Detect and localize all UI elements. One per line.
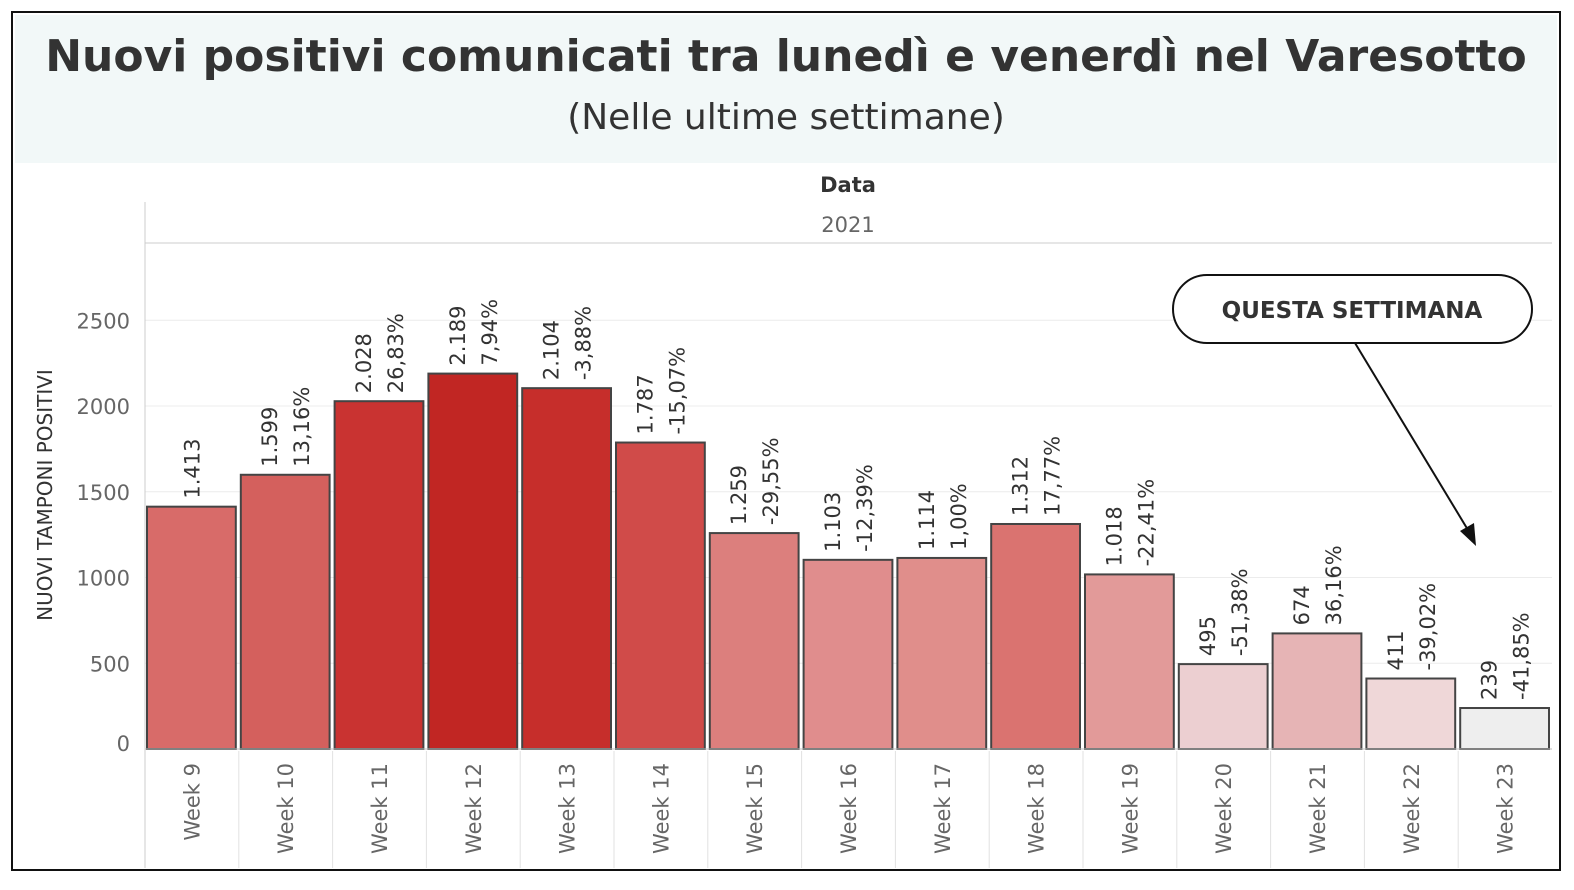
bar — [802, 558, 894, 751]
value-label: 1.413 — [180, 439, 204, 499]
y-tick-label: 2500 — [77, 309, 130, 333]
data-labels: 1.413 1.599 13,16% 2.028 26,83% 2.189 7,94% 2.1… — [180, 299, 1533, 700]
bar — [1084, 573, 1175, 751]
bar — [615, 441, 706, 750]
x-tick-label: Week 17 — [931, 763, 955, 854]
annotation-text: QUESTA SETTIMANA — [1222, 298, 1483, 324]
change-label: -39,02% — [1416, 583, 1440, 671]
annotation-arrow-line — [1354, 342, 1469, 531]
change-label: 36,16% — [1322, 545, 1346, 625]
bar — [427, 372, 519, 750]
bar — [896, 556, 988, 750]
change-label: 13,16% — [290, 387, 314, 467]
x-tick-label: Week 10 — [274, 763, 298, 854]
change-label: -41,85% — [1510, 612, 1534, 700]
x-tick-label: Week 19 — [1118, 763, 1142, 854]
annotation: QUESTA SETTIMANA — [1172, 274, 1533, 546]
value-label: 1.114 — [915, 490, 939, 550]
value-label: 1.103 — [821, 492, 845, 552]
change-label: 26,83% — [384, 313, 408, 393]
bar — [1459, 707, 1550, 750]
change-label: 7,94% — [478, 299, 502, 366]
y-tick-label: 1000 — [77, 567, 130, 591]
bar — [990, 522, 1082, 750]
value-label: 411 — [1384, 630, 1408, 670]
x-tick-label: Week 13 — [556, 763, 580, 854]
bar — [239, 473, 331, 750]
value-label: 1.259 — [727, 465, 751, 525]
change-label: -22,41% — [1134, 479, 1158, 567]
bar — [521, 387, 613, 750]
x-tick-label: Week 15 — [743, 763, 767, 854]
chart-title: Nuovi positivi comunicati tra lunedì e v… — [45, 31, 1527, 82]
bar — [333, 400, 425, 750]
bar — [1177, 663, 1269, 750]
bar — [146, 505, 237, 750]
bar — [1271, 632, 1363, 750]
value-label: 495 — [1196, 616, 1220, 656]
x-tick-label: Week 12 — [462, 763, 486, 854]
y-tick-label: 2000 — [77, 395, 130, 419]
x-tick-label: Week 14 — [649, 763, 673, 854]
y-tick-label: 500 — [90, 652, 130, 676]
value-label: 239 — [1478, 660, 1502, 700]
chart-header: Nuovi positivi comunicati tra lunedì e v… — [15, 15, 1557, 163]
chart-subtitle: (Nelle ultime settimane) — [567, 97, 1005, 138]
y-axis-ticks: 0 500 1000 1500 2000 2500 — [77, 309, 130, 756]
value-label: 2.028 — [352, 333, 376, 393]
y-axis-label: NUOVI TAMPONI POSITIVI — [33, 369, 57, 621]
value-label: 1.599 — [258, 407, 282, 467]
x-tick-label: Week 20 — [1212, 763, 1236, 854]
annotation-arrow-head — [1460, 523, 1476, 546]
y-tick-label: 1500 — [77, 481, 130, 505]
change-label: -15,07% — [665, 347, 689, 435]
value-label: 1.018 — [1102, 506, 1126, 566]
change-label: -3,88% — [572, 306, 596, 380]
change-label: 1,00% — [947, 483, 971, 550]
change-label: -29,55% — [759, 437, 783, 525]
x-tick-label: Week 9 — [180, 763, 204, 841]
value-label: 1.787 — [633, 374, 657, 434]
x-tick-label: Week 18 — [1025, 763, 1049, 854]
column-header-value: 2021 — [821, 213, 874, 237]
x-tick-label: Week 11 — [368, 763, 392, 854]
x-tick-label: Week 22 — [1400, 763, 1424, 854]
value-label: 1.312 — [1009, 456, 1033, 516]
bars — [146, 372, 1550, 751]
column-header-label: Data — [820, 173, 876, 197]
bar — [1365, 677, 1457, 750]
change-label: -12,39% — [853, 464, 877, 552]
x-axis-ticks: Week 9 Week 10 Week 11 Week 12 Week 13 Week 1… — [145, 748, 1552, 868]
change-label: 17,77% — [1041, 436, 1065, 516]
change-label: -51,38% — [1228, 568, 1252, 656]
value-label: 674 — [1290, 585, 1314, 625]
annotation-box — [1172, 274, 1533, 344]
x-tick-label: Week 23 — [1494, 763, 1518, 854]
x-tick-label: Week 21 — [1306, 763, 1330, 854]
value-label: 2.189 — [446, 305, 470, 365]
bar — [708, 532, 800, 750]
y-tick-label: 0 — [117, 732, 130, 756]
x-tick-label: Week 16 — [837, 763, 861, 854]
value-label: 2.104 — [540, 320, 564, 380]
